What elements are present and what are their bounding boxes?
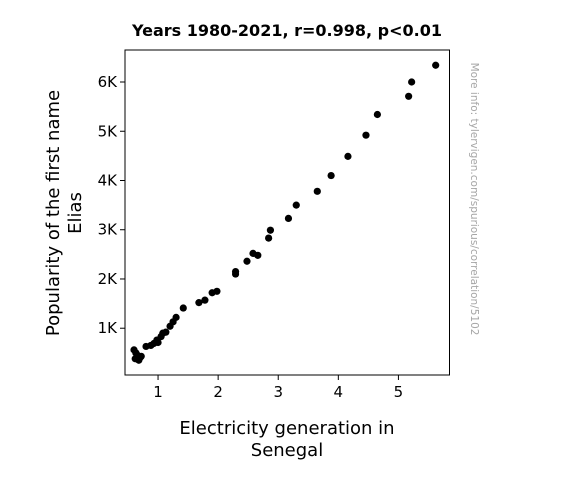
y-axis-label-line-1: Popularity of the first name <box>43 90 64 336</box>
x-tick-label: 2 <box>213 383 223 401</box>
x-axis: 1 2 3 4 5 <box>153 375 403 401</box>
data-point <box>265 234 273 242</box>
data-point <box>408 78 416 86</box>
y-axis-label-line-2: Elias <box>65 192 86 234</box>
data-point <box>162 328 170 336</box>
data-point <box>373 110 381 119</box>
data-point <box>362 131 370 139</box>
data-point <box>284 214 293 223</box>
x-tick-label: 4 <box>334 383 344 401</box>
x-axis-label-line-1: Electricity generation in <box>179 418 394 439</box>
y-tick-label: 5K <box>98 122 119 140</box>
x-tick-label: 1 <box>153 383 163 401</box>
plot-area-frame <box>124 49 450 376</box>
data-points <box>130 61 440 364</box>
data-point <box>266 226 275 234</box>
data-point <box>195 299 203 307</box>
x-axis-label-line-2: Senegal <box>251 440 323 461</box>
data-point <box>154 338 162 347</box>
x-tick-label: 3 <box>273 383 283 401</box>
x-tick-label: 5 <box>394 383 404 401</box>
data-point <box>432 61 440 69</box>
data-point <box>201 296 209 304</box>
data-point <box>137 352 145 360</box>
y-tick-label: 4K <box>98 171 119 189</box>
y-tick-label: 6K <box>98 73 119 91</box>
data-point <box>213 287 221 295</box>
data-point <box>231 267 240 276</box>
data-point <box>327 171 335 180</box>
y-tick-label: 2K <box>98 270 119 288</box>
data-point <box>254 251 262 259</box>
watermark-text: More info: tylervigen.com/spurious/corre… <box>468 63 480 336</box>
data-point <box>344 152 352 160</box>
y-tick-label: 3K <box>98 221 119 239</box>
data-point <box>179 304 187 312</box>
data-point <box>292 201 300 209</box>
data-point <box>405 92 413 100</box>
data-point <box>243 257 251 265</box>
chart-title: Years 1980-2021, r=0.998, p<0.01 <box>131 21 442 40</box>
y-tick-label: 1K <box>98 319 119 337</box>
data-point <box>172 313 180 321</box>
y-axis: 1K 2K 3K 4K 5K 6K <box>98 73 125 337</box>
data-point <box>313 187 321 195</box>
